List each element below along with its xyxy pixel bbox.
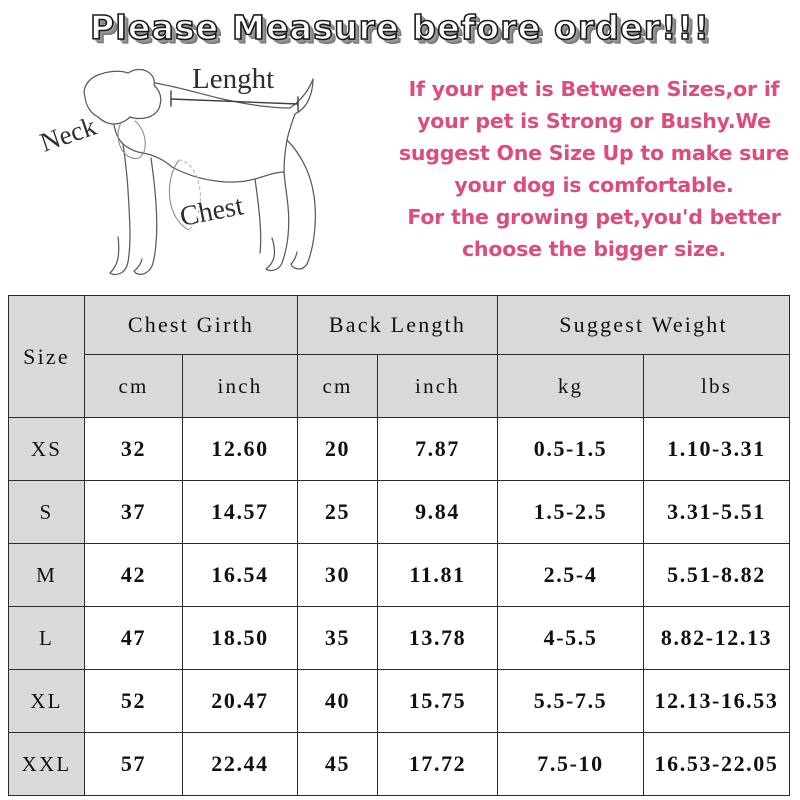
cell-back-cm: 20: [297, 417, 379, 481]
cell-chest-inch: 18.50: [181, 606, 299, 670]
cell-chest-cm: 32: [84, 417, 183, 481]
table-row: XXL 57 22.44 45 17.72 7.5-10 16.53-22.05: [8, 732, 791, 796]
header-chest-girth: Chest Girth: [83, 295, 299, 355]
cell-weight-lbs: 16.53-22.05: [643, 732, 791, 796]
cell-back-inch: 11.81: [377, 543, 499, 607]
table-header-group-row: Size Chest Girth Back Length Suggest Wei…: [8, 295, 791, 418]
cell-back-inch: 15.75: [377, 669, 499, 733]
cell-chest-inch: 20.47: [181, 669, 299, 733]
cell-chest-inch: 12.60: [181, 417, 299, 481]
size-chart-body: XS 32 12.60 20 7.87 0.5-1.5 1.10-3.31 S …: [8, 417, 791, 796]
cell-chest-cm: 42: [84, 543, 183, 607]
advisory-line-4: your dog is comfortable.: [454, 173, 734, 197]
cell-back-cm: 25: [297, 480, 379, 544]
cell-size: S: [8, 480, 85, 544]
cell-weight-kg: 0.5-1.5: [497, 417, 645, 481]
cell-back-cm: 40: [297, 669, 379, 733]
label-length: Lenght: [192, 63, 274, 95]
advisory-text-block: If your pet is Between Sizes,or if your …: [392, 73, 796, 265]
label-chest: Chest: [177, 190, 246, 233]
neck-measure-line: [117, 122, 140, 160]
cell-weight-lbs: 12.13-16.53: [643, 669, 791, 733]
size-chart-table: Size Chest Girth Back Length Suggest Wei…: [8, 295, 791, 796]
cell-weight-kg: 7.5-10: [497, 732, 645, 796]
header-chest-inch: inch: [181, 354, 299, 418]
cell-back-inch: 13.78: [377, 606, 499, 670]
illustration-area: Neck Lenght Chest If your pet is Between…: [0, 48, 800, 292]
size-chart-table-container: Size Chest Girth Back Length Suggest Wei…: [8, 295, 791, 796]
table-row: M 42 16.54 30 11.81 2.5-4 5.51-8.82: [8, 543, 791, 607]
cell-size: XS: [8, 417, 85, 481]
cell-chest-cm: 57: [84, 732, 183, 796]
table-row: S 37 14.57 25 9.84 1.5-2.5 3.31-5.51: [8, 480, 791, 544]
advisory-line-5: For the growing pet,you'd better: [407, 205, 781, 229]
cell-weight-kg: 1.5-2.5: [497, 480, 645, 544]
advisory-line-1: If your pet is Between Sizes,or if: [408, 77, 780, 101]
table-row: L 47 18.50 35 13.78 4-5.5 8.82-12.13: [8, 606, 791, 670]
cell-chest-inch: 22.44: [181, 732, 299, 796]
label-neck: Neck: [36, 111, 100, 158]
cell-size: L: [8, 606, 85, 670]
chest-measure-line: [168, 159, 190, 231]
cell-back-inch: 17.72: [377, 732, 499, 796]
cell-chest-cm: 47: [84, 606, 183, 670]
header-chest-cm: cm: [84, 354, 183, 418]
header-back-length: Back Length: [297, 295, 499, 355]
dog-outline-icon: [83, 68, 317, 276]
advisory-line-2: your pet is Strong or Bushy.We: [417, 109, 771, 133]
cell-weight-lbs: 1.10-3.31: [643, 417, 791, 481]
cell-weight-kg: 5.5-7.5: [497, 669, 645, 733]
dog-measurement-diagram: Neck Lenght Chest: [22, 48, 382, 288]
cell-back-cm: 35: [297, 606, 379, 670]
header-size: Size: [8, 295, 85, 418]
cell-weight-lbs: 8.82-12.13: [643, 606, 791, 670]
cell-chest-inch: 16.54: [181, 543, 299, 607]
advisory-line-3: suggest One Size Up to make sure: [398, 141, 790, 165]
cell-back-cm: 30: [297, 543, 379, 607]
page-title: Please Measure before order!!!: [89, 7, 710, 48]
table-row: XS 32 12.60 20 7.87 0.5-1.5 1.10-3.31: [8, 417, 791, 481]
table-row: XL 52 20.47 40 15.75 5.5-7.5 12.13-16.53: [8, 669, 791, 733]
cell-chest-cm: 52: [84, 669, 183, 733]
cell-weight-kg: 2.5-4: [497, 543, 645, 607]
cell-chest-inch: 14.57: [181, 480, 299, 544]
cell-weight-lbs: 5.51-8.82: [643, 543, 791, 607]
cell-weight-lbs: 3.31-5.51: [643, 480, 791, 544]
cell-back-inch: 7.87: [377, 417, 499, 481]
cell-size: XL: [8, 669, 85, 733]
header-back-inch: inch: [377, 354, 499, 418]
header-back-cm: cm: [297, 354, 379, 418]
header-weight-lbs: lbs: [643, 354, 791, 418]
cell-size: M: [8, 543, 85, 607]
cell-size: XXL: [8, 732, 85, 796]
cell-back-cm: 45: [297, 732, 379, 796]
header-suggest-weight: Suggest Weight: [497, 295, 791, 355]
cell-back-inch: 9.84: [377, 480, 499, 544]
advisory-line-6: choose the bigger size.: [461, 237, 727, 261]
neck-measure-line-back: [134, 120, 146, 159]
cell-weight-kg: 4-5.5: [497, 606, 645, 670]
length-measure-bar: [170, 90, 299, 112]
table-header-unit-row: cm inch cm inch kg lbs: [9, 354, 791, 418]
cell-chest-cm: 37: [84, 480, 183, 544]
header-weight-kg: kg: [497, 354, 645, 418]
title-bar: Please Measure before order!!!: [0, 6, 800, 52]
